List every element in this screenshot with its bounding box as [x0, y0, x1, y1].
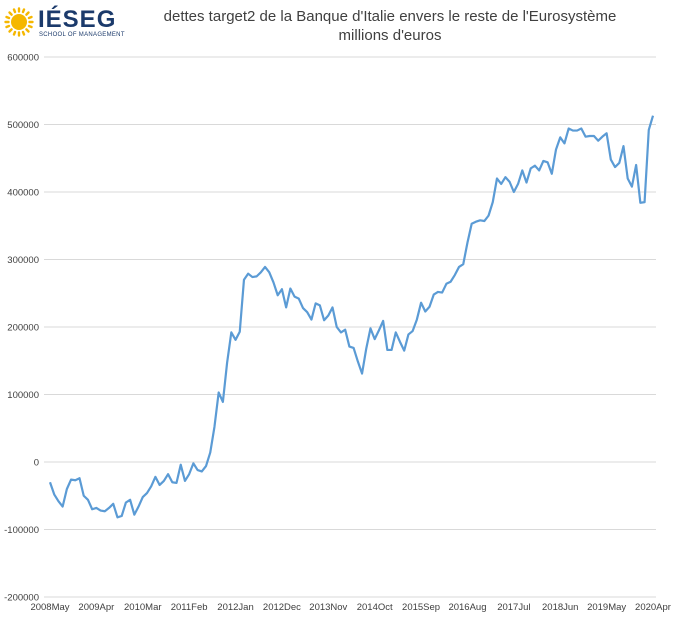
y-tick-label: 400000 [7, 188, 39, 199]
chart-title: dettes target2 de la Banque d'Italie env… [163, 8, 617, 25]
y-tick-label: -100000 [4, 525, 39, 536]
x-tick-label: 2012Dec [263, 602, 301, 613]
series-layer [48, 115, 655, 519]
x-tick-label: 2016Aug [448, 602, 486, 613]
logo-subtitle: SCHOOL OF MANAGEMENT [39, 32, 125, 38]
gridlines [44, 56, 656, 598]
x-tick-label: 2011Feb [171, 602, 208, 613]
y-tick-label: 600000 [7, 53, 39, 64]
logo-wordmark: IÉSEG [38, 6, 117, 33]
y-tick-label: 200000 [7, 323, 39, 334]
y-tick-label: 300000 [7, 255, 39, 266]
chart-subtitle: millions d'euros [338, 27, 442, 44]
ieseg-logo: IÉSEG SCHOOL OF MANAGEMENT [4, 6, 124, 40]
x-tick-label: 2020Apr [635, 602, 671, 613]
y-tick-label: 100000 [7, 390, 39, 401]
y-tick-label: 0 [34, 458, 39, 469]
x-tick-label: 2012Jan [217, 602, 253, 613]
x-tick-label: 2009Apr [78, 602, 114, 613]
y-axis-ticks: -200000 -100000 0 100000 200000 300000 400000 5… [4, 53, 39, 604]
x-tick-label: 2008May [30, 602, 69, 613]
x-tick-label: 2019May [587, 602, 626, 613]
sun-logo-icon [4, 7, 34, 37]
x-tick-label: 2014Oct [357, 602, 393, 613]
x-tick-label: 2010Mar [124, 602, 162, 613]
y-tick-label: 500000 [7, 120, 39, 131]
x-tick-label: 2018Jun [542, 602, 578, 613]
series-line [48, 115, 655, 519]
x-tick-label: 2017Jul [497, 602, 530, 613]
x-tick-label: 2015Sep [402, 602, 440, 613]
x-tick-label: 2013Nov [309, 602, 347, 613]
x-axis-ticks: 2008May 2009Apr 2010Mar 2011Feb 2012Jan 2012D… [30, 602, 671, 613]
y-tick-label: -200000 [4, 593, 39, 604]
